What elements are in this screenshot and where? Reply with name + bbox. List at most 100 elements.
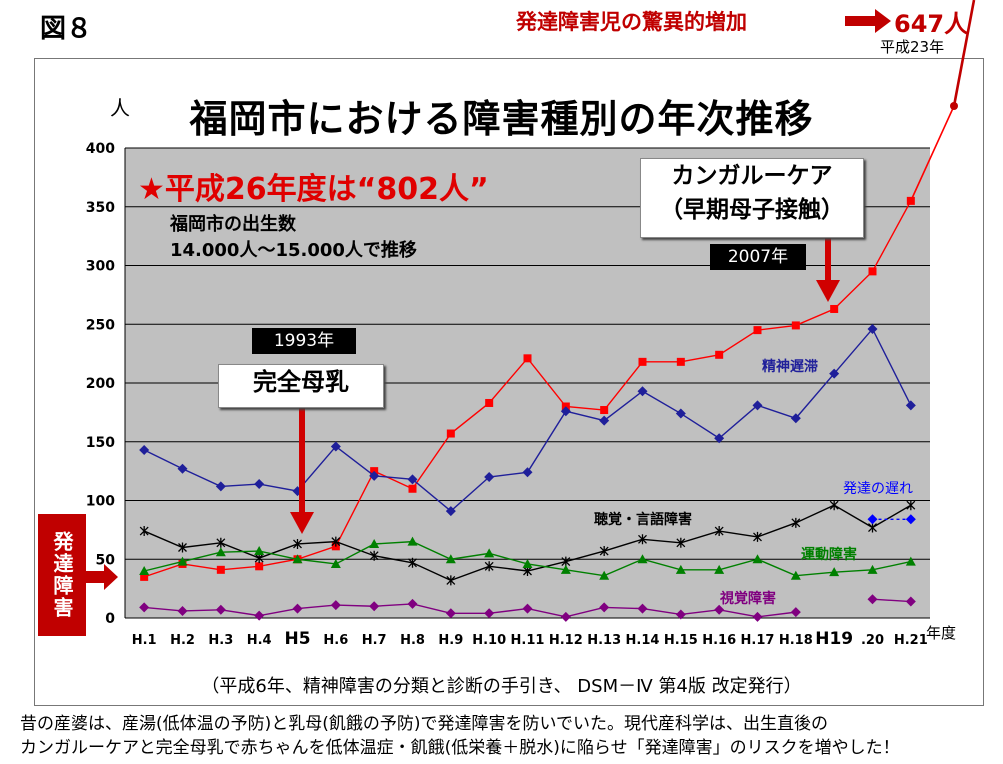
callout-h26: ★平成26年度は“802人”: [138, 172, 489, 207]
data-point: [177, 463, 188, 474]
data-point: [216, 537, 226, 548]
data-point: [522, 467, 533, 478]
footnote: （平成6年、精神障害の分類と診断の手引き、 DSM－Ⅳ 第4版 改定発行）: [201, 676, 802, 697]
data-point: [715, 350, 724, 359]
x-tick-label: H.18: [779, 633, 813, 648]
data-point: [484, 561, 494, 572]
data-point: [675, 609, 686, 620]
kangaroo-care-box: カンガルーケア （早期母子接触）: [640, 158, 864, 238]
y-tick-label: 200: [86, 376, 115, 392]
data-point: [790, 570, 801, 580]
data-point: [407, 536, 418, 546]
data-point: [330, 441, 341, 452]
headline-year: 平成23年: [880, 38, 945, 56]
data-point: [637, 386, 648, 397]
x-tick-label: H.1: [132, 633, 157, 648]
x-tick-label: H.2: [170, 633, 195, 648]
data-point: [599, 415, 610, 426]
data-point: [675, 408, 686, 419]
data-point: [407, 598, 418, 609]
data-point: [216, 565, 225, 574]
data-point: [215, 481, 226, 492]
y-tick-label: 150: [86, 435, 115, 451]
data-point: [637, 554, 648, 564]
x-tick-label: H.6: [323, 633, 348, 648]
data-point: [906, 500, 916, 511]
data-point: [790, 413, 801, 424]
data-point: [446, 575, 456, 586]
data-point: [867, 323, 878, 334]
series-label: 視覚障害: [719, 590, 776, 607]
data-point: [867, 514, 878, 525]
data-point: [599, 570, 610, 580]
headline-count: 647人: [894, 10, 969, 38]
y-tick-label: 100: [86, 494, 115, 510]
data-point: [867, 564, 878, 574]
data-point: [139, 526, 149, 537]
data-point: [445, 608, 456, 619]
series-label: 聴覚・言語障害: [594, 511, 692, 528]
y-tick-label: 50: [96, 552, 116, 568]
data-point: [292, 603, 303, 614]
y-tick-label: 300: [86, 259, 115, 275]
data-point: [369, 538, 380, 548]
data-point: [829, 500, 839, 511]
data-point: [330, 558, 341, 568]
x-tick-label: H.13: [587, 633, 621, 648]
data-point: [676, 537, 686, 548]
x-tick-label: H.15: [664, 633, 698, 648]
data-point: [637, 603, 648, 614]
data-point: [331, 536, 341, 547]
data-point: [599, 546, 609, 557]
data-point: [600, 406, 609, 415]
data-point: [484, 472, 495, 482]
data-point: [905, 556, 916, 566]
x-tick-label: H.9: [438, 633, 463, 648]
x-tick-label: H.11: [511, 633, 545, 648]
chart-frame: [34, 58, 984, 706]
data-point: [408, 557, 417, 568]
data-point: [293, 538, 302, 549]
data-point: [829, 368, 840, 379]
x-tick-label: H.21: [894, 633, 928, 648]
data-point: [485, 398, 494, 407]
data-point: [791, 321, 800, 330]
data-point: [791, 517, 801, 528]
data-point: [445, 506, 456, 517]
data-point: [752, 611, 763, 622]
data-point: [254, 610, 265, 621]
x-tick-label: H5: [284, 629, 310, 649]
kangaroo-line2: （早期母子接触）: [660, 197, 844, 223]
data-point: [140, 572, 149, 581]
data-point: [829, 567, 840, 577]
data-point: [139, 602, 150, 613]
data-point: [523, 354, 532, 363]
data-point: [177, 556, 188, 566]
figure-label: 図８: [40, 14, 93, 44]
data-point: [484, 548, 495, 558]
headline-text: 発達障害児の驚異的増加: [516, 10, 747, 34]
data-point: [254, 546, 265, 556]
data-point: [638, 534, 647, 545]
data-point: [445, 554, 456, 564]
series-line: [144, 603, 796, 618]
data-point: [905, 400, 916, 411]
x-tick-label: H.10: [472, 633, 506, 648]
series-label: 精神遅滞: [762, 358, 818, 375]
data-point: [714, 433, 725, 444]
y-axis-unit: 人: [110, 96, 130, 120]
x-axis-unit: 年度: [926, 624, 957, 642]
y-tick-label: 0: [105, 611, 115, 627]
data-point: [407, 474, 418, 485]
data-point: [255, 562, 264, 571]
data-point: [369, 470, 380, 481]
bottom-commentary: 昔の産婆は、産湯(低体温の予防)と乳母(飢餓の予防)で発達障害を防いでいた。現代…: [20, 712, 990, 760]
extension-line-upper: [952, 0, 976, 107]
data-point: [599, 602, 610, 613]
x-tick-label: H.14: [626, 633, 660, 648]
developmental-disorder-label: 発達障害: [38, 514, 86, 636]
series-line: [872, 598, 911, 603]
x-tick-label: H.8: [400, 633, 425, 648]
y-tick-label: 400: [86, 141, 115, 157]
